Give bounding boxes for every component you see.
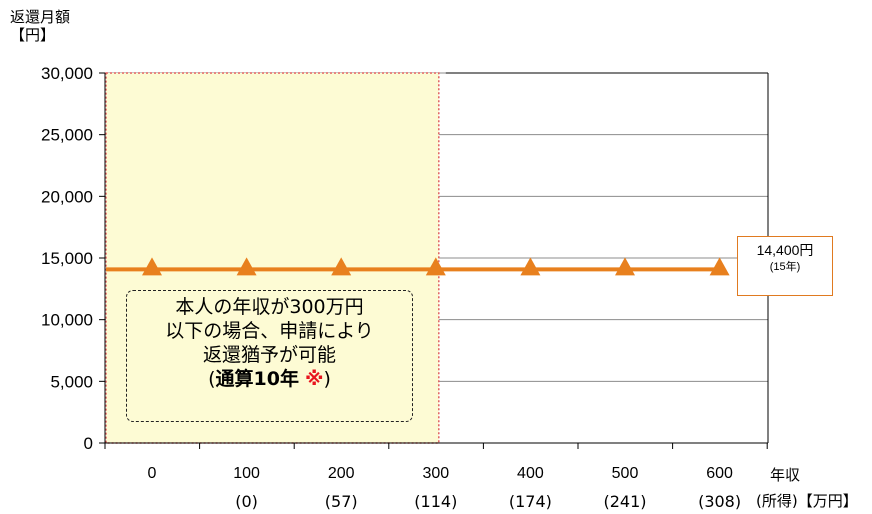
series-line — [106, 257, 730, 276]
x-tick-sublabel: (57) — [325, 492, 358, 511]
note-line-4: (通算10年 ※) — [208, 368, 331, 390]
x-tick-label: 600 — [706, 465, 733, 482]
y-tick-label: 25,000 — [41, 126, 93, 145]
data-point-marker — [520, 257, 541, 276]
note-line-1: 本人の年収が300万円 — [175, 296, 364, 318]
callout-sub: (15年) — [769, 261, 801, 273]
data-point-marker — [425, 257, 446, 276]
value-callout: 14,400円 (15年) — [737, 236, 833, 296]
note-line-3: 返還猶予が可能 — [202, 344, 336, 366]
y-axis-title: 返還月額 【円】 — [10, 8, 71, 44]
y-tick-label: 30,000 — [41, 64, 93, 83]
x-tick-label: 100 — [233, 465, 260, 482]
x-tick-sublabel: (241) — [603, 492, 646, 511]
x-tick-sublabel: (0) — [235, 492, 258, 511]
x-axis-title: 年収 — [770, 466, 801, 484]
y-tick-label: 15,000 — [41, 249, 93, 268]
data-point-marker — [331, 257, 352, 276]
note-mark: ※ — [305, 368, 324, 390]
x-tick-label: 300 — [422, 465, 449, 482]
callout-value: 14,400円 — [756, 242, 814, 258]
x-tick-label: 500 — [612, 465, 639, 482]
data-point-marker — [142, 257, 162, 276]
x-tick-label: 0 — [148, 465, 157, 482]
deferral-note: 本人の年収が300万円 以下の場合、申請により 返還猶予が可能 (通算10年 ※… — [126, 290, 413, 422]
x-tick-sublabel: (308) — [698, 492, 741, 511]
x-tick-sublabel: (114) — [414, 492, 457, 511]
x-tick-labels: 0 100 (0) 200 (57) 300 (114) 400 (174) 500 (241) 60… — [148, 465, 742, 511]
x-axis-title-sub: (所得)【万円】 — [756, 492, 858, 510]
note-line-2: 以下の場合、申請により — [165, 320, 374, 342]
x-tick-label: 400 — [517, 465, 544, 482]
y-tick-label: 20,000 — [41, 187, 93, 206]
x-tick-sublabel: (174) — [509, 492, 552, 511]
data-point-marker — [709, 257, 730, 276]
y-tick-label: 5,000 — [50, 372, 93, 391]
x-tick-label: 200 — [328, 465, 355, 482]
y-tick-label: 0 — [84, 434, 93, 453]
y-tick-label: 10,000 — [41, 311, 93, 330]
data-point-marker — [615, 257, 635, 276]
data-point-marker — [236, 257, 257, 276]
y-tick-labels: 0 5,000 10,000 15,000 20,000 25,000 30,000 — [41, 64, 93, 453]
